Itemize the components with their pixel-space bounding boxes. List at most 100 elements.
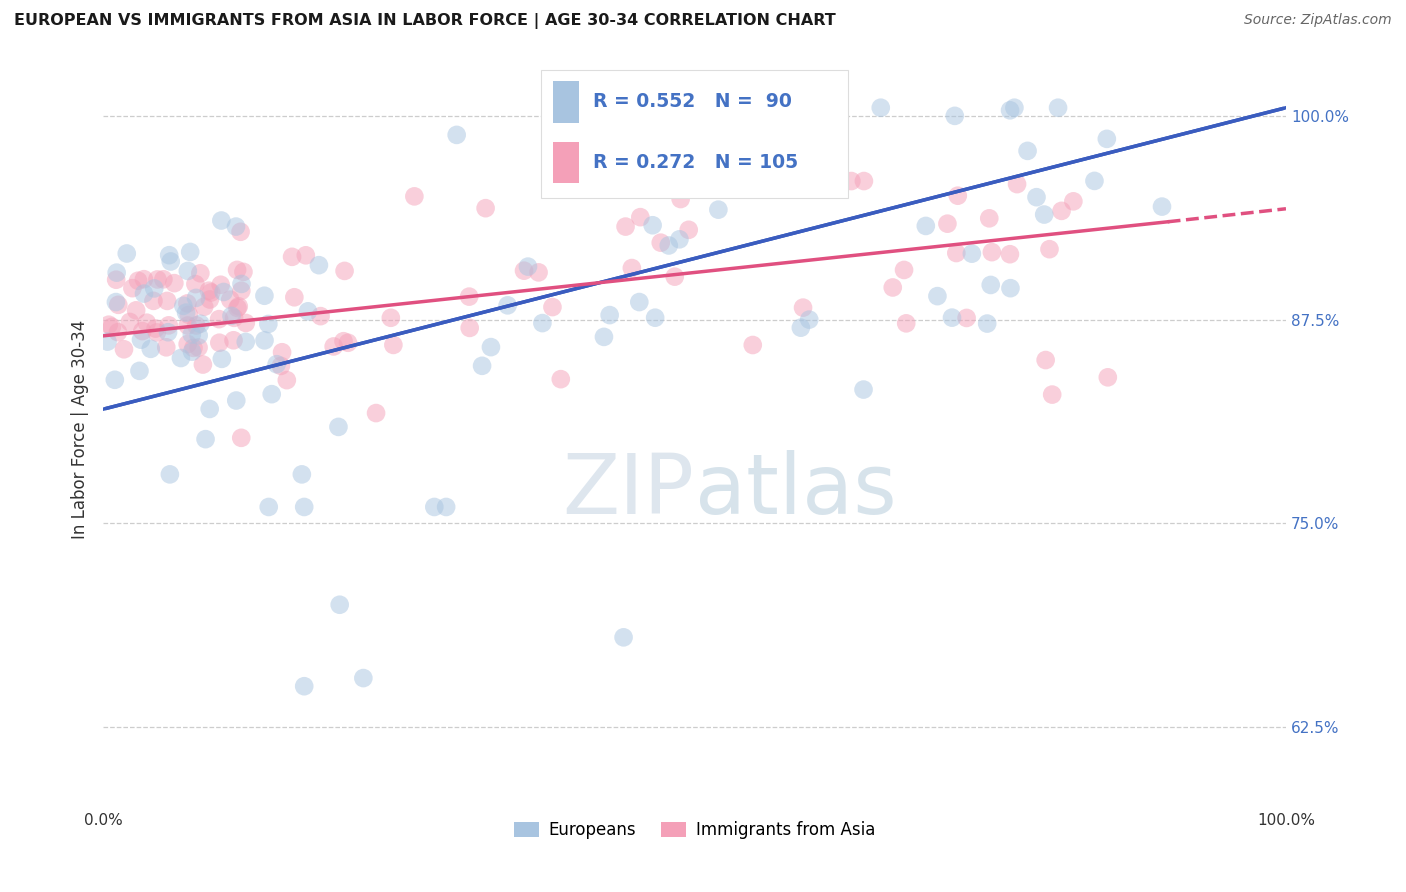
- Text: R = 0.272   N = 105: R = 0.272 N = 105: [593, 153, 799, 171]
- Point: [198, 284, 221, 298]
- Point: [231, 284, 253, 298]
- Text: EUROPEAN VS IMMIGRANTS FROM ASIA IN LABOR FORCE | AGE 30-34 CORRELATION CHART: EUROPEAN VS IMMIGRANTS FROM ASIA IN LABO…: [14, 13, 835, 29]
- Point: [960, 246, 983, 260]
- Point: [946, 188, 969, 202]
- Point: [337, 335, 360, 350]
- Point: [496, 298, 519, 312]
- Point: [801, 109, 824, 123]
- Point: [1083, 174, 1105, 188]
- Point: [193, 300, 215, 314]
- Point: [980, 277, 1002, 292]
- Point: [976, 317, 998, 331]
- Point: [104, 373, 127, 387]
- Point: [308, 258, 330, 272]
- Point: [181, 344, 204, 359]
- Point: [517, 260, 540, 274]
- Point: [647, 174, 669, 188]
- Point: [225, 219, 247, 234]
- Point: [1040, 387, 1063, 401]
- Point: [332, 334, 354, 349]
- Point: [231, 277, 253, 291]
- Text: R = 0.552   N =  90: R = 0.552 N = 90: [593, 92, 792, 111]
- Point: [142, 293, 165, 308]
- Point: [727, 134, 749, 148]
- Point: [232, 265, 254, 279]
- Point: [159, 254, 181, 268]
- Point: [107, 298, 129, 312]
- Point: [176, 337, 198, 351]
- Point: [979, 211, 1001, 226]
- Point: [107, 325, 129, 339]
- Point: [291, 467, 314, 482]
- Point: [1038, 242, 1060, 256]
- Point: [208, 335, 231, 350]
- Point: [1047, 101, 1070, 115]
- Point: [292, 500, 315, 514]
- Point: [177, 308, 200, 322]
- Point: [1095, 132, 1118, 146]
- Point: [105, 266, 128, 280]
- Point: [297, 304, 319, 318]
- Point: [143, 281, 166, 295]
- Point: [132, 272, 155, 286]
- Point: [219, 293, 242, 307]
- Point: [309, 309, 332, 323]
- Point: [222, 310, 245, 325]
- Point: [364, 406, 387, 420]
- Point: [644, 310, 666, 325]
- Bar: [553, 81, 579, 123]
- Point: [260, 387, 283, 401]
- Point: [231, 431, 253, 445]
- Point: [382, 338, 405, 352]
- Point: [641, 219, 664, 233]
- Point: [155, 340, 177, 354]
- Point: [1025, 190, 1047, 204]
- Point: [101, 319, 124, 334]
- Point: [183, 341, 205, 355]
- Point: [157, 248, 180, 262]
- Point: [550, 372, 572, 386]
- Point: [678, 223, 700, 237]
- Point: [177, 264, 200, 278]
- Point: [229, 225, 252, 239]
- Point: [188, 266, 211, 280]
- Point: [650, 235, 672, 250]
- Point: [115, 246, 138, 260]
- Point: [943, 109, 966, 123]
- Point: [613, 631, 636, 645]
- Point: [112, 343, 135, 357]
- Point: [479, 340, 502, 354]
- Point: [644, 101, 666, 115]
- Point: [1150, 200, 1173, 214]
- Point: [157, 318, 180, 333]
- Point: [1005, 177, 1028, 191]
- Point: [841, 174, 863, 188]
- Point: [127, 274, 149, 288]
- Point: [628, 295, 651, 310]
- Point: [139, 342, 162, 356]
- Point: [121, 281, 143, 295]
- Text: Source: ZipAtlas.com: Source: ZipAtlas.com: [1244, 13, 1392, 28]
- Point: [276, 373, 298, 387]
- Point: [593, 330, 616, 344]
- Point: [333, 264, 356, 278]
- Point: [187, 328, 209, 343]
- Point: [97, 318, 120, 332]
- Point: [1035, 353, 1057, 368]
- Point: [146, 326, 169, 340]
- Point: [283, 290, 305, 304]
- Point: [471, 359, 494, 373]
- Legend: Europeans, Immigrants from Asia: Europeans, Immigrants from Asia: [508, 814, 882, 846]
- Point: [157, 325, 180, 339]
- Point: [145, 321, 167, 335]
- Point: [191, 358, 214, 372]
- Point: [190, 317, 212, 331]
- Point: [531, 316, 554, 330]
- Point: [527, 265, 550, 279]
- Point: [458, 290, 481, 304]
- Point: [170, 351, 193, 365]
- Point: [187, 341, 209, 355]
- Point: [271, 345, 294, 359]
- Point: [628, 210, 651, 224]
- Point: [955, 310, 977, 325]
